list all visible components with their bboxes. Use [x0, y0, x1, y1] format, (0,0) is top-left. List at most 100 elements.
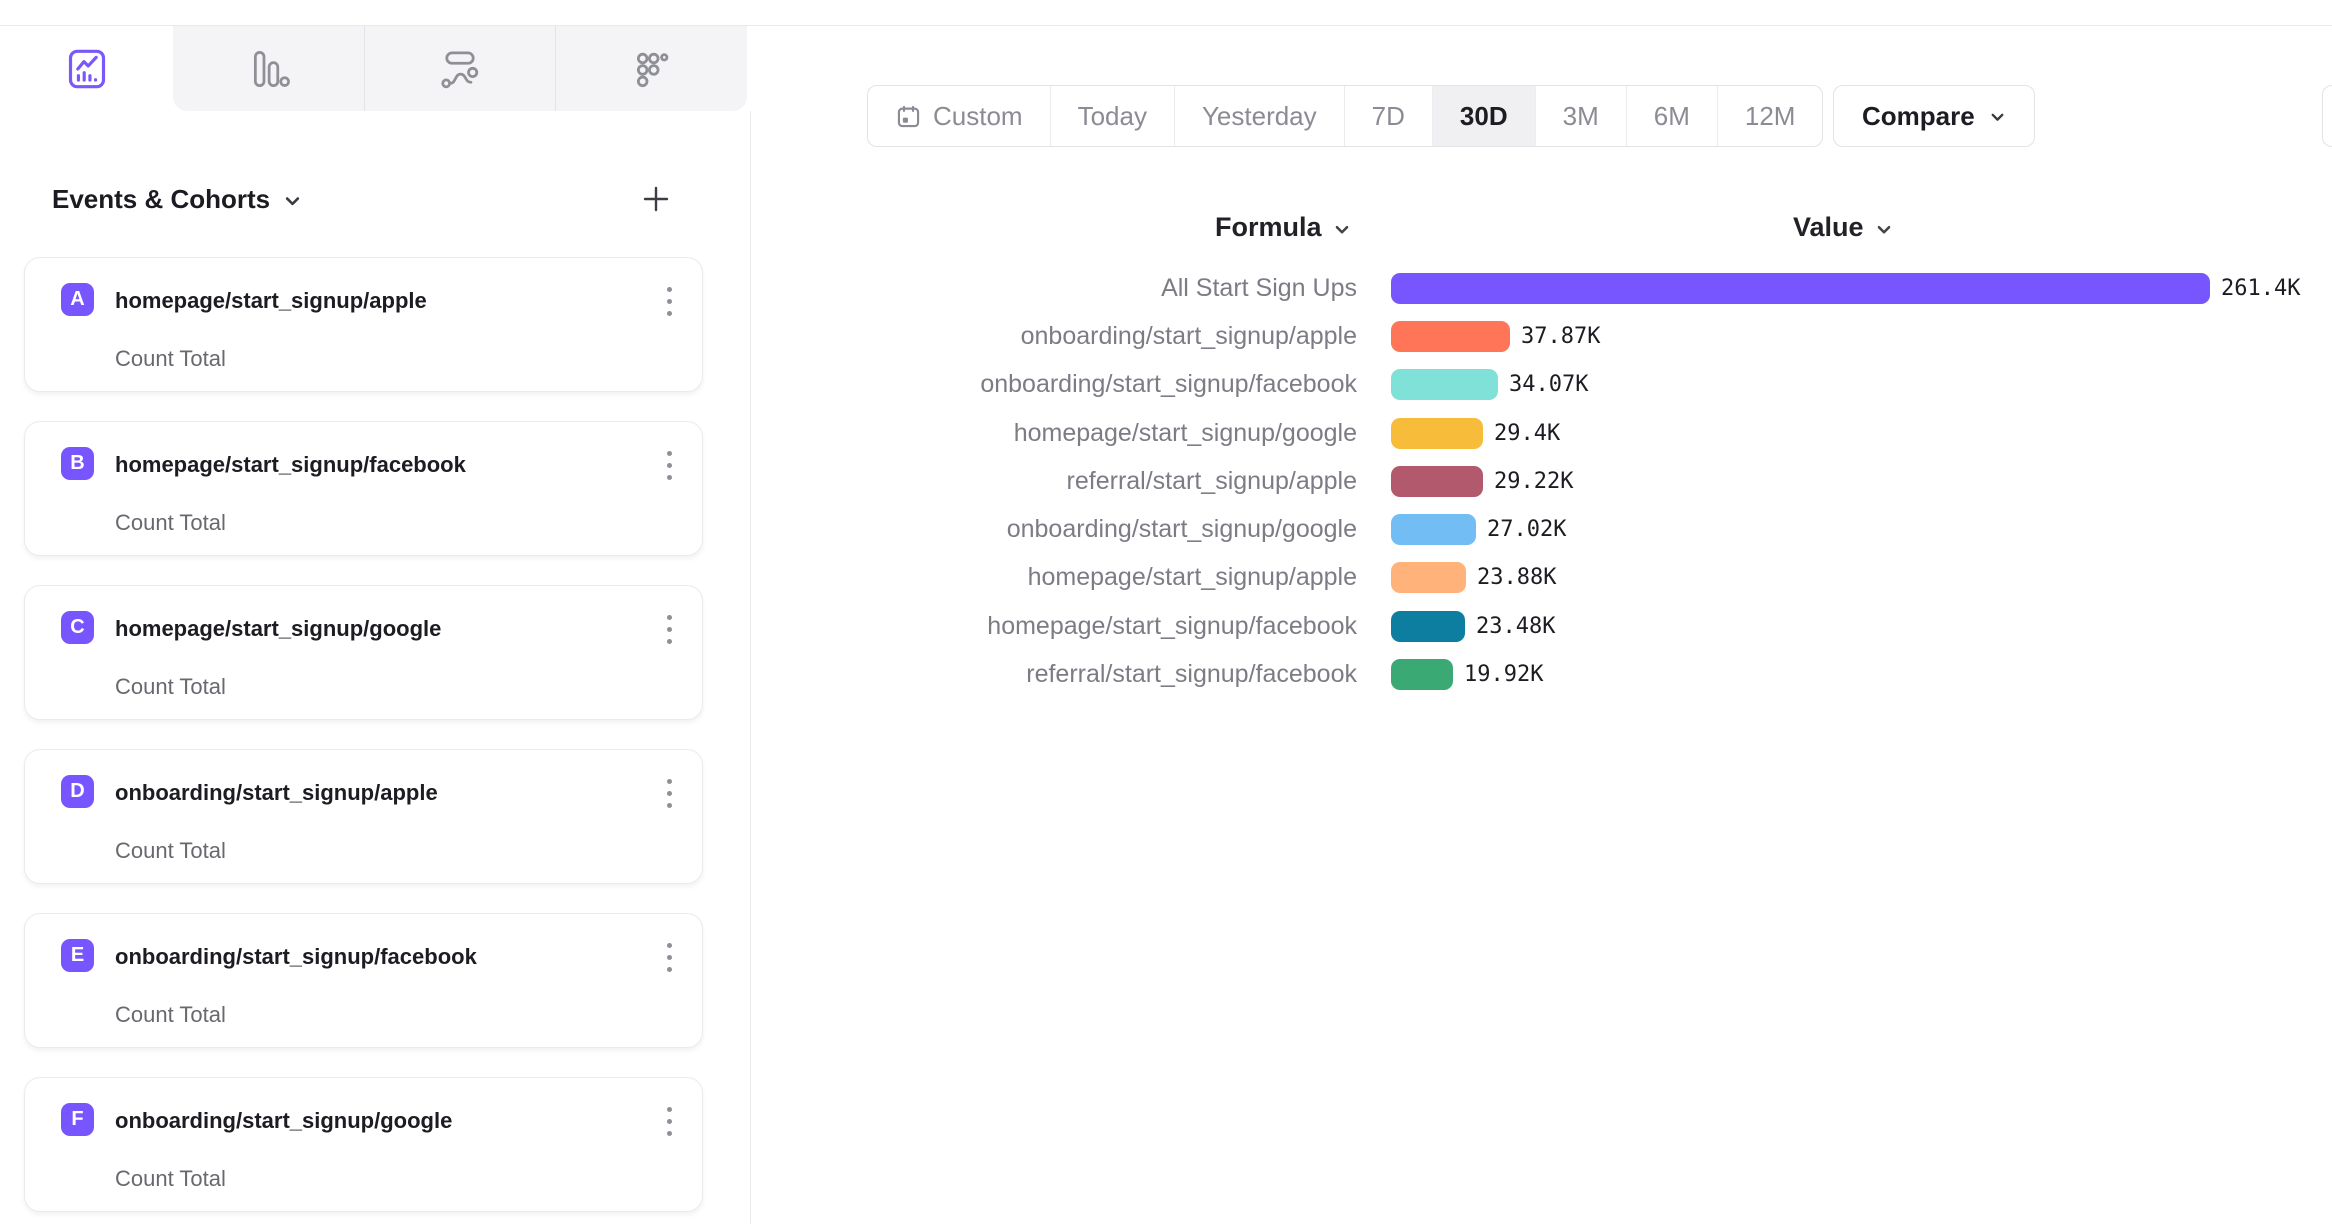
sidebar-header: Events & Cohorts	[52, 181, 674, 217]
series-label: homepage/start_signup/facebook	[987, 611, 1357, 640]
series-bar[interactable]	[1391, 610, 1465, 642]
tab-bar-chart[interactable]	[173, 26, 364, 111]
bar-chart-icon	[254, 50, 291, 87]
event-measure[interactable]: Count Total	[115, 346, 226, 371]
event-card[interactable]: F onboarding/start_signup/google Count T…	[24, 1077, 703, 1212]
series-value: 23.88K	[1477, 565, 1557, 591]
date-range-label: Today	[1077, 100, 1147, 131]
event-menu-button[interactable]	[665, 941, 674, 974]
events-cohorts-dropdown[interactable]: Events & Cohorts	[52, 184, 302, 215]
date-range-label: 3M	[1562, 100, 1599, 131]
add-event-button[interactable]	[638, 181, 674, 217]
event-name: homepage/start_signup/facebook	[115, 452, 466, 477]
event-menu-button[interactable]	[665, 1105, 674, 1138]
date-range-label: 7D	[1371, 100, 1405, 131]
compare-button[interactable]: Compare	[1833, 85, 2035, 147]
value-header-label: Value	[1793, 212, 1864, 242]
plus-icon	[643, 186, 669, 212]
event-name: onboarding/start_signup/apple	[115, 780, 438, 805]
event-menu-button[interactable]	[665, 613, 674, 646]
series-bar[interactable]	[1391, 514, 1476, 546]
tab-insights-line[interactable]	[0, 26, 173, 111]
calendar-icon	[895, 103, 922, 130]
series-bar[interactable]	[1391, 320, 1510, 352]
event-menu-button[interactable]	[665, 777, 674, 810]
date-range-yesterday[interactable]: Yesterday	[1173, 86, 1344, 146]
series-label: onboarding/start_signup/apple	[1020, 321, 1357, 350]
top-strip	[0, 0, 2332, 26]
chart-row: homepage/start_signup/facebook 23.48K	[0, 602, 2332, 650]
date-range-custom[interactable]: Custom	[868, 86, 1050, 146]
date-range-label: Yesterday	[1201, 100, 1317, 131]
chevron-down-icon	[1877, 225, 1890, 233]
event-card[interactable]: E onboarding/start_signup/facebook Count…	[24, 913, 703, 1048]
series-value: 29.4K	[1494, 420, 1561, 446]
date-range-7d[interactable]: 7D	[1343, 86, 1432, 146]
chart-row: All Start Sign Ups 261.4K	[0, 264, 2332, 312]
series-bar[interactable]	[1391, 465, 1483, 497]
series-bar[interactable]	[1391, 369, 1498, 401]
event-letter-badge: C	[61, 611, 94, 644]
event-menu-button[interactable]	[665, 285, 674, 318]
series-bar[interactable]	[1391, 659, 1453, 691]
chevron-down-icon	[1335, 225, 1348, 233]
event-list: A homepage/start_signup/apple Count Tota…	[24, 257, 703, 1212]
event-letter-badge: D	[61, 775, 94, 808]
chevron-down-icon	[286, 196, 300, 205]
event-measure[interactable]: Count Total	[115, 1166, 226, 1191]
series-bar[interactable]	[1391, 562, 1466, 594]
event-letter-badge: B	[61, 447, 94, 480]
date-range-today[interactable]: Today	[1049, 86, 1174, 146]
events-cohorts-label: Events & Cohorts	[52, 183, 271, 214]
event-card[interactable]: D onboarding/start_signup/apple Count To…	[24, 749, 703, 884]
series-value: 29.22K	[1494, 468, 1574, 494]
event-card[interactable]: B homepage/start_signup/facebook Count T…	[24, 421, 703, 556]
event-name: onboarding/start_signup/google	[115, 1108, 453, 1133]
clipped-right-button[interactable]	[2322, 85, 2332, 147]
series-value: 23.48K	[1476, 613, 1556, 639]
chart-row: homepage/start_signup/google 29.4K	[0, 409, 2332, 457]
date-range-6m[interactable]: 6M	[1625, 86, 1717, 146]
chevron-down-icon	[1991, 113, 2004, 121]
series-label: referral/start_signup/apple	[1066, 466, 1357, 495]
date-range-30d[interactable]: 30D	[1431, 86, 1535, 146]
series-label: homepage/start_signup/apple	[1027, 563, 1357, 592]
horizontal-bar-chart: All Start Sign Ups 261.4K onboarding/sta…	[0, 264, 2332, 699]
event-name: onboarding/start_signup/facebook	[115, 944, 477, 969]
event-measure[interactable]: Count Total	[115, 838, 226, 863]
series-bar[interactable]	[1391, 417, 1483, 449]
retention-grid-icon	[636, 52, 669, 87]
chart-type-tabbar	[0, 26, 750, 111]
event-measure[interactable]: Count Total	[115, 510, 226, 535]
date-range-label: 30D	[1459, 100, 1508, 131]
date-range-12m[interactable]: 12M	[1716, 86, 1823, 146]
series-value: 261.4K	[2221, 275, 2301, 301]
date-range-control: Custom Today Yesterday 7D 30D 3M 6M 12M	[867, 85, 1824, 147]
event-card[interactable]: C homepage/start_signup/google Count Tot…	[24, 585, 703, 720]
formula-header-label: Formula	[1215, 212, 1322, 242]
series-label: onboarding/start_signup/google	[1006, 515, 1357, 544]
formula-column-header[interactable]: Formula	[1215, 212, 1351, 243]
event-card[interactable]: A homepage/start_signup/apple Count Tota…	[24, 257, 703, 392]
chart-row: onboarding/start_signup/google 27.02K	[0, 505, 2332, 553]
compare-label: Compare	[1862, 100, 1975, 131]
date-range-label: 12M	[1744, 100, 1796, 131]
event-menu-button[interactable]	[665, 449, 674, 482]
series-value: 37.87K	[1521, 323, 1601, 349]
series-label: All Start Sign Ups	[1161, 273, 1357, 302]
event-letter-badge: F	[61, 1103, 94, 1136]
chart-row: onboarding/start_signup/facebook 34.07K	[0, 361, 2332, 409]
tab-retention[interactable]	[555, 26, 747, 111]
series-bar[interactable]	[1391, 272, 2210, 304]
series-label: referral/start_signup/facebook	[1026, 660, 1357, 689]
event-measure[interactable]: Count Total	[115, 674, 226, 699]
flows-icon	[441, 51, 479, 88]
date-range-3m[interactable]: 3M	[1534, 86, 1626, 146]
event-name: homepage/start_signup/google	[115, 616, 442, 641]
tab-flows[interactable]	[363, 26, 556, 111]
series-value: 34.07K	[1509, 372, 1589, 398]
value-column-header[interactable]: Value	[1793, 212, 1893, 243]
event-measure[interactable]: Count Total	[115, 1002, 226, 1027]
series-value: 19.92K	[1464, 662, 1544, 688]
